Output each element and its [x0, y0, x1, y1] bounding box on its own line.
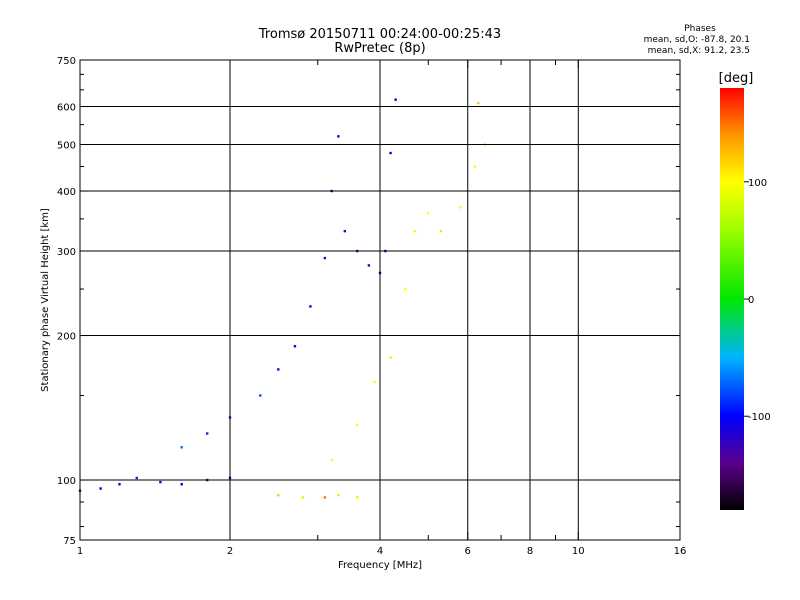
colorbar-tick-label-2: -100: [748, 412, 771, 423]
scatter-point-x-4: [355, 496, 359, 499]
scatter-point-o-20: [367, 264, 371, 267]
phase-stats-x: mean, sd,X: 91.2, 23.5: [647, 46, 750, 56]
colorbar: 100 0 -100: [720, 88, 771, 510]
chart-title: Tromsø 20150711 00:24:00-00:25:43: [258, 27, 502, 42]
colorbar-label: [deg]: [719, 71, 754, 86]
y-tick-label-200: 200: [57, 332, 76, 343]
scatter-point-x-7: [373, 380, 376, 384]
scatter-point-o-1: [99, 487, 102, 490]
scatter-point-o-3: [135, 476, 138, 480]
scatter-point-x-14: [473, 165, 477, 168]
x-tick-label-2: 2: [227, 546, 233, 557]
colorbar-tick-label-0: 100: [748, 178, 767, 189]
scatter-point-o-24: [394, 98, 397, 101]
scatter-point-o-8: [180, 446, 183, 449]
phase-stats: Phases mean, sd,O: -87.8, 20.1 mean, sd,…: [590, 24, 750, 57]
colorbar-tick-label-1: 0: [748, 295, 754, 306]
scatter-point-o-2: [118, 483, 121, 486]
scatter-point-x-10: [413, 229, 417, 233]
scatter-point-o-17: [337, 135, 340, 138]
x-tick-label-4: 4: [377, 546, 383, 557]
scatter-point-o-23: [389, 151, 392, 155]
x-tick-label-1: 1: [77, 546, 83, 557]
y-tick-label-750: 750: [57, 56, 76, 67]
phase-stats-o: mean, sd,O: -87.8, 20.1: [643, 35, 750, 45]
scatter-point-x-11: [427, 211, 430, 215]
y-tick-label-300: 300: [57, 247, 76, 258]
scatter-point-x-16: [477, 101, 480, 105]
y-tick-label-500: 500: [57, 141, 76, 152]
phase-stats-heading: Phases: [684, 24, 716, 34]
y-tick-label-600: 600: [57, 103, 76, 114]
scatter-point-x-0: [277, 493, 280, 497]
scatter-point-o-14: [309, 305, 312, 308]
scatter-point-x-5: [330, 458, 333, 462]
x-tick-label-16: 16: [674, 546, 687, 557]
chart-title-block: Tromsø 20150711 00:24:00-00:25:43 RwPret…: [200, 28, 560, 56]
y-tick-label-400: 400: [57, 187, 76, 198]
scatter-point-o-18: [343, 229, 347, 233]
scatter-point-o-13: [293, 345, 297, 348]
y-tick-label-100: 100: [57, 476, 76, 487]
y-tick-label-75: 75: [63, 536, 76, 547]
x-tick-label-8: 8: [527, 546, 533, 557]
scatter-point-o-9: [205, 432, 209, 435]
y-axis-label: Stationary phase Virtual Height [km]: [40, 208, 51, 392]
scatter-point-x-8: [389, 356, 392, 359]
scatter-point-o-15: [323, 256, 327, 260]
tick-layer: 1 2 4 6 8 10 16 75 100 200 300 400 500 600 750: [57, 56, 686, 557]
grid-layer: [80, 60, 680, 540]
scatter-point-x-13: [459, 206, 462, 209]
scatter-point-x-2: [323, 496, 327, 499]
chart-subtitle: RwPretec (8p): [334, 41, 426, 56]
scatter-layer: [78, 98, 487, 499]
scatter-point-o-12: [277, 368, 280, 371]
scatter-point-x-1: [301, 496, 305, 499]
scatter-point-o-11: [259, 394, 262, 397]
scatter-point-x-6: [355, 424, 359, 427]
x-tick-label-10: 10: [572, 546, 585, 557]
x-tick-label-6: 6: [465, 546, 471, 557]
scatter-point-x-3: [337, 493, 340, 497]
scatter-point-x-9: [404, 287, 407, 291]
scatter-point-o-4: [159, 480, 162, 484]
scatter-point-x-12: [439, 229, 443, 233]
colorbar-gradient: [720, 88, 744, 510]
x-axis-label: Frequency [MHz]: [338, 560, 422, 571]
scatter-point-o-5: [180, 483, 183, 486]
